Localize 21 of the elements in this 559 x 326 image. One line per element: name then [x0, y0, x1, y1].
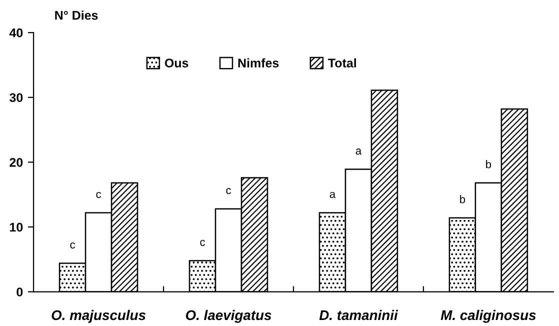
x-tick-label: D. tamaninii — [319, 310, 398, 320]
y-tick-label: 40 — [9, 28, 23, 38]
data-label: c — [200, 240, 205, 246]
data-label: c — [226, 188, 231, 194]
data-label: a — [356, 148, 362, 155]
y-tick-label: 20 — [10, 158, 23, 167]
legend-label: Total — [328, 58, 356, 68]
y-tick-label: 30 — [10, 93, 23, 102]
data-label: c — [70, 242, 76, 249]
legend-label: Ous — [164, 58, 188, 68]
y-axis-title: N° Dies — [55, 10, 98, 20]
data-label: b — [460, 195, 466, 204]
y-tick-label: 0 — [16, 288, 23, 296]
data-label: a — [330, 192, 336, 198]
y-tick-label: 10 — [10, 222, 23, 232]
legend-label: Nimfes — [238, 58, 279, 68]
data-label: c — [96, 192, 102, 198]
x-tick-label: O. majusculus — [52, 310, 146, 323]
x-tick-label: M. caliginosus — [440, 310, 536, 323]
x-tick-label: O. laevigatus — [186, 310, 272, 323]
data-label: b — [486, 160, 492, 168]
